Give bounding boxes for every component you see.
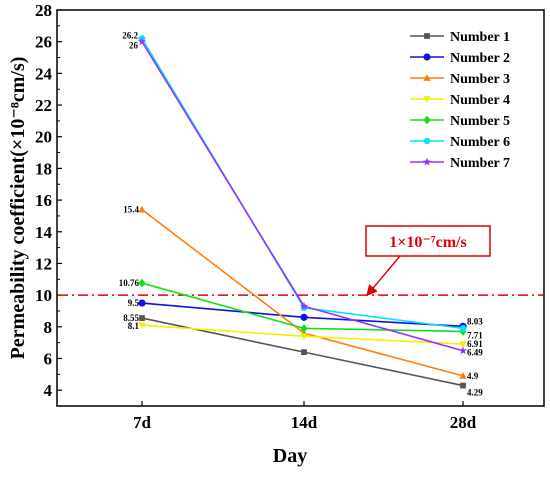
series-5 xyxy=(138,278,467,336)
data-point xyxy=(301,349,307,356)
y-tick-label: 18 xyxy=(35,159,52,178)
y-tick-label: 14 xyxy=(35,223,53,242)
annotation-text: 1×10⁻⁷cm/s xyxy=(389,234,466,251)
y-axis: 4 6 8 10 12 14 16 18 20 22 24 26 28 xyxy=(35,1,62,400)
legend-label: Number 5 xyxy=(450,114,510,129)
x-tick-label: 14d xyxy=(291,413,318,432)
y-tick-label: 26 xyxy=(35,33,52,52)
legend-marker xyxy=(423,115,431,125)
legend-label: Number 4 xyxy=(450,93,510,108)
legend-label: Number 2 xyxy=(450,51,510,66)
legend-label: Number 6 xyxy=(450,135,510,150)
y-tick-label: 22 xyxy=(35,96,52,115)
annotation-arrow xyxy=(366,255,401,297)
data-point xyxy=(138,299,146,307)
data-point xyxy=(299,301,309,310)
legend-item: Number 6 xyxy=(410,135,510,150)
legend-label: Number 7 xyxy=(450,156,510,171)
legend-marker xyxy=(422,157,432,166)
data-label: 4.29 xyxy=(467,388,483,398)
data-label: 15.4 xyxy=(123,205,139,215)
legend-label: Number 3 xyxy=(450,72,510,87)
x-axis-title: Day xyxy=(273,445,307,467)
data-label: 8.1 xyxy=(128,321,140,331)
data-label: 10.76 xyxy=(119,278,140,288)
data-point xyxy=(300,333,308,341)
legend-item: Number 4 xyxy=(410,93,510,108)
data-label: 26.2 xyxy=(122,31,138,41)
legend-item: Number 5 xyxy=(410,114,510,129)
y-axis-title: Permeability coefficient(×10⁻⁸cm/s) xyxy=(7,57,29,360)
series-7 xyxy=(137,37,468,355)
reference-line-layer: 1×10⁻⁷cm/s xyxy=(58,225,543,297)
y-tick-label: 8 xyxy=(44,318,53,337)
data-point xyxy=(459,341,467,349)
legend-marker xyxy=(423,74,431,81)
plot-area-frame xyxy=(56,9,545,407)
data-label: 7.71 xyxy=(467,330,483,340)
data-label: 4.9 xyxy=(467,371,479,381)
y-tick-label: 16 xyxy=(35,191,52,210)
data-point xyxy=(459,371,467,379)
data-label: 9.5 xyxy=(128,298,140,308)
data-point xyxy=(300,313,308,321)
y-tick-label: 20 xyxy=(35,128,52,147)
data-point xyxy=(459,325,467,332)
legend-item: Number 7 xyxy=(410,156,510,171)
data-label: 8.55 xyxy=(123,313,139,323)
legend-item: Number 2 xyxy=(410,51,510,66)
data-point xyxy=(138,278,146,288)
series-2 xyxy=(138,299,467,330)
legend-item: Number 3 xyxy=(410,72,510,87)
legend-marker xyxy=(423,53,431,61)
series-layer xyxy=(137,35,468,389)
data-point xyxy=(138,322,146,330)
data-point xyxy=(458,346,468,355)
legend-label: Number 1 xyxy=(450,30,510,45)
x-axis: 7d 14d 28d xyxy=(133,401,477,432)
y-tick-label: 28 xyxy=(35,1,52,20)
data-label: 6.49 xyxy=(467,348,483,358)
y-tick-label: 12 xyxy=(35,254,52,273)
y-tick-label: 6 xyxy=(44,349,53,368)
legend-marker xyxy=(423,137,431,145)
y-tick-label: 4 xyxy=(44,381,53,400)
data-labels-layer: 8.55 4.29 9.5 8.03 15.4 4.9 8.1 6.91 10.76 7.71 26… xyxy=(119,31,484,398)
data-label: 6.91 xyxy=(467,339,483,349)
x-tick-label: 28d xyxy=(450,413,477,432)
data-label: 8.03 xyxy=(467,316,483,326)
legend-marker xyxy=(424,33,430,39)
legend-item: Number 1 xyxy=(410,30,510,45)
annotation-box xyxy=(365,225,491,257)
data-point xyxy=(139,315,145,321)
legend: Number 1 Number 2 Number 3 Number 4 Number 5… xyxy=(404,26,542,176)
data-point xyxy=(300,324,308,333)
data-point xyxy=(137,37,147,46)
x-tick-label: 7d xyxy=(133,413,152,432)
data-label: 26 xyxy=(129,41,139,51)
data-point xyxy=(138,205,146,213)
data-point xyxy=(460,382,466,389)
y-tick-label: 24 xyxy=(35,64,53,83)
legend-marker xyxy=(423,96,431,103)
y-tick-label: 10 xyxy=(35,286,52,305)
series-4 xyxy=(138,322,467,349)
